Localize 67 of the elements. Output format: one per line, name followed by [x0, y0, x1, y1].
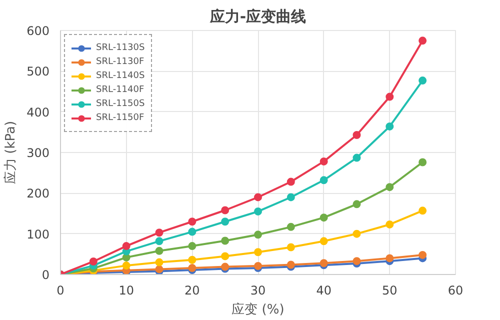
- point: [286, 178, 295, 186]
- point: [286, 222, 295, 231]
- x-tick-label: 30: [250, 284, 266, 298]
- point: [155, 237, 164, 246]
- point: [155, 228, 164, 237]
- point: [254, 230, 262, 239]
- point: [221, 206, 230, 214]
- x-tick-label: 10: [118, 284, 134, 298]
- point: [188, 228, 196, 236]
- point: [155, 258, 164, 266]
- point: [254, 248, 262, 256]
- point: [286, 193, 295, 202]
- legend-label: SRL-1150S: [96, 98, 145, 111]
- point: [221, 236, 230, 245]
- point: [320, 157, 328, 166]
- point: [418, 36, 427, 45]
- legend-label: SRL-1140S: [96, 70, 145, 83]
- legend-label: SRL-1130S: [96, 42, 145, 55]
- point: [122, 262, 130, 270]
- point: [386, 254, 394, 262]
- point: [254, 193, 262, 202]
- y-tick-label: 600: [26, 24, 50, 38]
- y-tick-label: 200: [26, 186, 50, 201]
- point: [352, 257, 361, 266]
- point: [221, 218, 230, 226]
- y-tick-label: 500: [26, 64, 50, 79]
- point: [386, 92, 394, 101]
- point: [254, 207, 262, 216]
- point: [386, 183, 394, 192]
- point: [386, 220, 394, 228]
- x-tick-label: 50: [382, 284, 398, 298]
- point: [89, 257, 98, 266]
- point: [155, 246, 164, 255]
- x-tick-label: 40: [316, 284, 332, 298]
- y-tick-label: 0: [42, 268, 50, 282]
- point: [386, 122, 394, 130]
- point: [418, 250, 427, 259]
- legend-label: SRL-1130F: [96, 56, 144, 69]
- x-tick-label: 0: [56, 284, 64, 298]
- point: [352, 200, 361, 208]
- point: [188, 218, 196, 226]
- chart-title: 应力-应变曲线: [208, 8, 306, 26]
- point: [352, 131, 361, 140]
- point: [352, 154, 361, 162]
- y-tick-label: 400: [26, 105, 50, 120]
- point: [188, 242, 196, 250]
- y-tick-label: 100: [26, 227, 50, 242]
- point: [122, 242, 130, 250]
- legend-label: SRL-1150F: [96, 112, 144, 125]
- x-tick-label: 20: [184, 284, 200, 298]
- point: [188, 264, 196, 272]
- legend-label: SRL-1140F: [96, 84, 144, 97]
- x-tick-label: 60: [448, 284, 464, 298]
- point: [320, 176, 328, 184]
- point: [286, 243, 295, 252]
- point: [418, 76, 427, 85]
- point: [320, 214, 328, 222]
- point: [352, 230, 361, 238]
- point: [320, 237, 328, 246]
- point: [221, 252, 230, 260]
- point: [418, 206, 427, 215]
- point: [254, 262, 262, 270]
- x-axis-title: 应变 (%): [232, 302, 284, 318]
- y-tick-label: 300: [26, 146, 50, 160]
- point: [188, 256, 196, 264]
- y-axis-title: 应力 (kPa): [2, 120, 19, 184]
- point: [418, 158, 427, 166]
